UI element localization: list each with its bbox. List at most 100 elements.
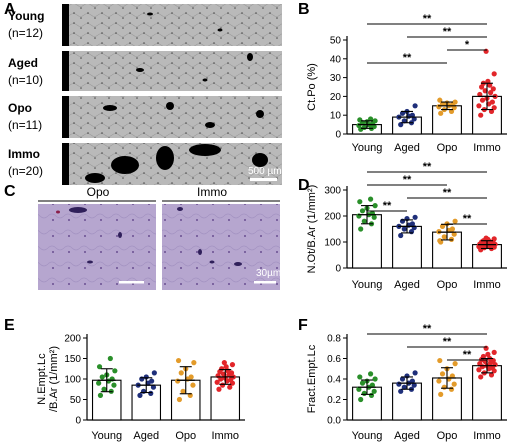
x-category-label: Opo [437,430,458,442]
significance-label: ** [423,161,432,173]
panel-d-letter: D [298,177,310,194]
micrograph-aged [62,51,282,91]
data-point-immo [488,108,495,115]
data-point-opo [437,238,443,244]
data-point-immo [223,364,229,370]
data-point-immo [485,351,491,357]
data-point-opo [452,218,458,224]
data-point-opo [180,388,186,394]
data-point-opo [438,391,444,397]
row-n-immo: (n=20) [8,164,43,178]
data-point-young [361,390,367,396]
data-point-aged [398,388,404,394]
data-point-aged [398,122,404,128]
y-tick-label: 200 [64,334,81,345]
x-category-label: Young [352,142,383,154]
data-point-immo [227,384,233,390]
x-category-label: Young [352,430,383,442]
y-tick-label: 10 [330,111,342,122]
bar-young [352,214,382,269]
x-category-label: Aged [394,279,420,291]
data-point-aged [398,232,404,239]
panel-c: C Opo Immo 30µm [4,183,281,290]
data-point-young [368,196,374,202]
panel-e-letter: E [4,317,15,334]
y-tick-label: 0 [75,416,81,427]
row-label-young: Young [8,9,44,23]
data-point-young [371,214,377,220]
y-tick-label: 100 [324,238,341,249]
data-point-immo [476,103,482,109]
panel-a-letter: A [4,1,16,18]
data-point-opo [451,231,457,237]
data-point-immo [229,362,236,368]
x-category-label: Aged [394,142,420,154]
data-point-opo [437,97,443,103]
panel-a: A [4,1,282,185]
data-point-young [96,380,102,386]
data-point-immo [219,366,225,372]
data-point-opo [176,396,183,403]
significance-label: ** [463,349,472,361]
data-point-opo [175,357,182,364]
data-point-immo [491,71,497,77]
y-axis-label-line2: /B.Ar (1/mm²) [48,346,60,412]
y-tick-label: 100 [64,375,81,386]
chart-f: F 0.0 0.2 0.4 0.6 0.8 Fract.Empt.Lc Young Aged Op… [298,317,507,442]
significance-label: ** [443,26,452,38]
data-point-young [97,392,104,398]
significance-label: ** [383,200,392,212]
data-point-opo [175,378,181,384]
significance-label: ** [443,336,452,348]
data-point-young [99,374,105,380]
data-point-opo [441,234,447,240]
y-tick-label: 200 [324,212,341,223]
y-tick-label: 0.4 [327,375,341,386]
y-tick-label: 150 [64,354,81,365]
data-point-opo [441,384,447,390]
data-point-aged [396,381,402,387]
data-point-immo [488,372,495,378]
bar-immo [472,365,502,421]
micrograph-immo [62,143,282,185]
panel-b-letter: B [298,1,310,18]
data-point-opo [191,360,197,366]
y-tick-label: 0.8 [327,334,341,345]
data-point-aged [139,376,145,382]
significance-label: * [465,39,470,51]
data-point-immo [216,386,222,392]
data-point-aged [137,392,143,398]
data-point-aged [399,110,406,116]
data-point-aged [409,378,415,384]
data-point-young [372,118,378,124]
data-point-aged [411,382,417,388]
scalebar-label-a: 500 µm [248,166,282,177]
data-point-immo [214,379,220,385]
data-point-young [368,116,374,122]
data-point-immo [480,353,486,360]
x-category-label: Immo [473,279,501,291]
data-point-opo [190,382,196,388]
significance-label: ** [403,174,412,186]
data-point-aged [412,103,418,109]
data-point-immo [478,374,484,380]
micrograph-young [62,4,282,46]
y-axis-label: Fract.Empt.Lc [306,344,318,413]
data-point-immo [477,361,483,367]
significance-label: ** [443,187,452,199]
data-point-aged [409,221,415,227]
y-tick-label: 30 [330,73,342,84]
data-point-young [357,199,363,205]
histology-opo [38,204,156,290]
scalebar-label-c: 30µm [256,268,281,279]
data-point-opo [438,110,444,116]
y-axis-label: Ct.Po (%) [306,63,318,111]
data-point-young [368,371,374,377]
histo-title-opo: Opo [87,185,110,199]
data-point-young [359,208,366,214]
data-point-opo [452,99,458,105]
data-point-opo [452,361,458,367]
